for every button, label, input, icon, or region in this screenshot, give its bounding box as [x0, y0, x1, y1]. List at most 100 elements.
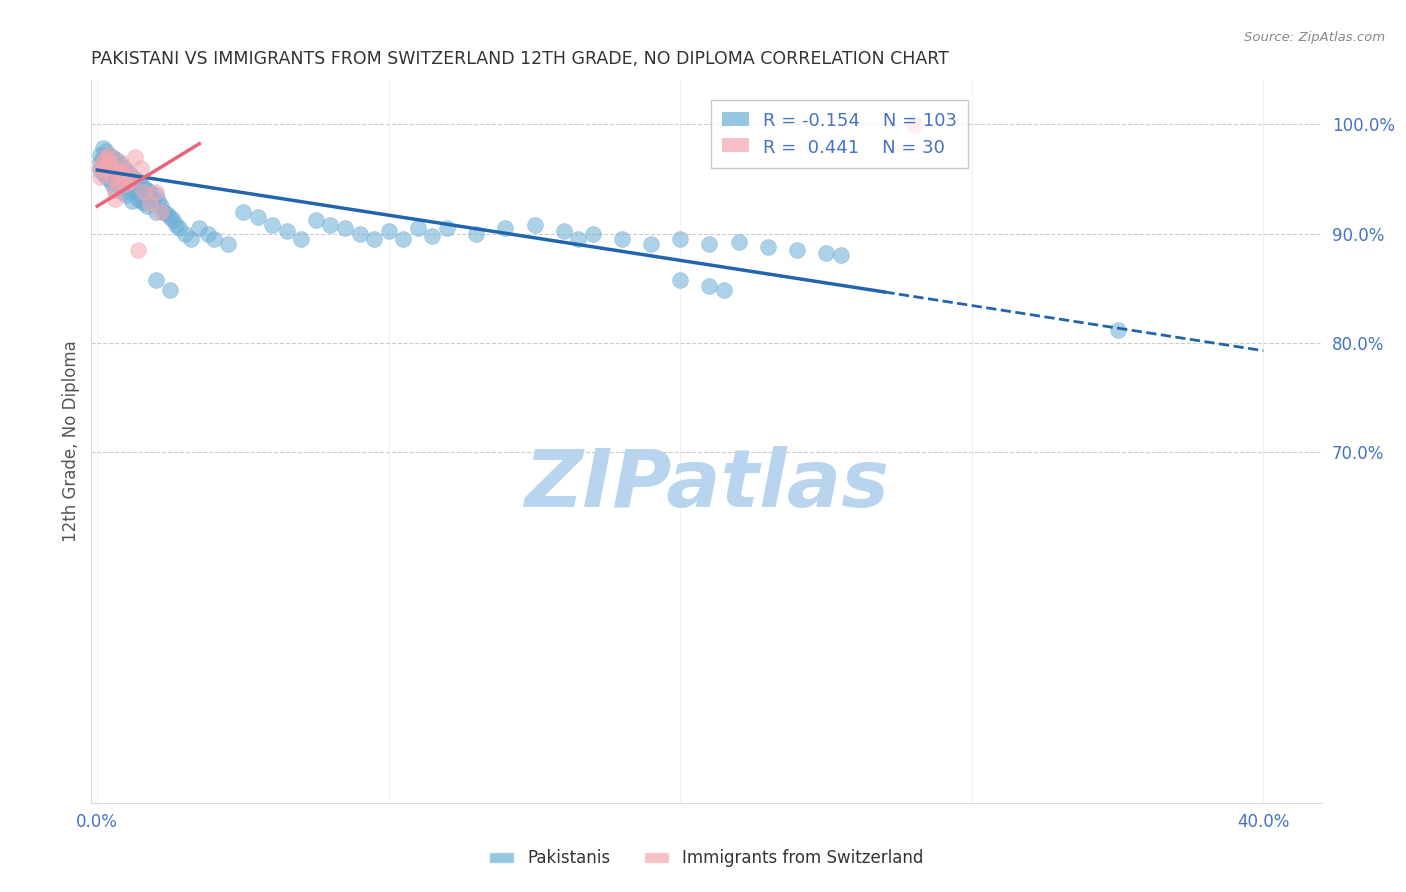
Point	[232, 204, 254, 219]
Point	[815, 246, 838, 260]
Point	[156, 207, 179, 221]
Point	[94, 161, 117, 175]
Point	[121, 169, 143, 184]
Point	[1107, 323, 1129, 337]
Point	[129, 161, 152, 175]
Point	[145, 185, 167, 199]
Point	[89, 169, 111, 184]
Text: ZIPatlas: ZIPatlas	[524, 446, 889, 524]
Point	[567, 232, 589, 246]
Point	[197, 227, 219, 241]
Point	[124, 171, 146, 186]
Point	[91, 155, 114, 169]
Point	[246, 210, 269, 224]
Point	[669, 232, 692, 246]
Point	[135, 199, 157, 213]
Point	[640, 237, 662, 252]
Point	[101, 158, 124, 172]
Point	[132, 185, 155, 199]
Point	[727, 235, 749, 250]
Point	[392, 232, 415, 246]
Point	[159, 284, 181, 298]
Point	[112, 161, 135, 175]
Point	[582, 227, 605, 241]
Point	[167, 221, 190, 235]
Point	[127, 192, 149, 206]
Point	[262, 218, 284, 232]
Point	[162, 213, 184, 227]
Point	[101, 150, 124, 164]
Point	[217, 237, 239, 252]
Point	[333, 221, 356, 235]
Point	[138, 195, 160, 210]
Point	[135, 183, 157, 197]
Y-axis label: 12th Grade, No Diploma: 12th Grade, No Diploma	[62, 341, 80, 542]
Point	[94, 169, 117, 184]
Point	[159, 210, 181, 224]
Point	[107, 166, 129, 180]
Point	[699, 279, 721, 293]
Point	[112, 169, 135, 184]
Point	[89, 161, 111, 175]
Point	[94, 159, 117, 173]
Point	[124, 150, 146, 164]
Point	[115, 178, 138, 192]
Point	[124, 185, 146, 199]
Point	[94, 145, 117, 159]
Point	[104, 161, 127, 175]
Point	[150, 199, 173, 213]
Point	[97, 155, 120, 169]
Point	[127, 174, 149, 188]
Point	[786, 243, 808, 257]
Point	[107, 178, 129, 192]
Point	[173, 227, 195, 241]
Point	[756, 240, 779, 254]
Point	[112, 185, 135, 199]
Point	[465, 227, 488, 241]
Point	[153, 204, 176, 219]
Point	[101, 161, 124, 175]
Point	[118, 166, 141, 180]
Point	[110, 155, 132, 169]
Point	[179, 232, 201, 246]
Point	[121, 174, 143, 188]
Point	[669, 272, 692, 286]
Point	[830, 248, 852, 262]
Point	[903, 117, 925, 131]
Point	[118, 169, 141, 184]
Point	[104, 183, 127, 197]
Point	[142, 192, 165, 206]
Point	[713, 284, 735, 298]
Point	[97, 155, 120, 169]
Point	[91, 163, 114, 178]
Point	[104, 152, 127, 166]
Point	[132, 180, 155, 194]
Point	[132, 195, 155, 210]
Point	[89, 163, 111, 178]
Point	[110, 180, 132, 194]
Point	[91, 166, 114, 180]
Point	[115, 163, 138, 178]
Point	[553, 224, 575, 238]
Point	[104, 169, 127, 184]
Text: Source: ZipAtlas.com: Source: ZipAtlas.com	[1244, 31, 1385, 45]
Point	[97, 163, 120, 178]
Point	[129, 194, 152, 208]
Point	[97, 171, 120, 186]
Point	[101, 164, 124, 178]
Point	[115, 188, 138, 202]
Point	[110, 166, 132, 180]
Point	[107, 163, 129, 178]
Point	[138, 185, 160, 199]
Text: PAKISTANI VS IMMIGRANTS FROM SWITZERLAND 12TH GRADE, NO DIPLOMA CORRELATION CHAR: PAKISTANI VS IMMIGRANTS FROM SWITZERLAND…	[91, 50, 949, 68]
Point	[305, 213, 328, 227]
Point	[129, 178, 152, 192]
Point	[903, 120, 925, 134]
Point	[349, 227, 371, 241]
Point	[104, 192, 127, 206]
Point	[290, 232, 312, 246]
Point	[319, 218, 342, 232]
Point	[121, 194, 143, 208]
Legend: Pakistanis, Immigrants from Switzerland: Pakistanis, Immigrants from Switzerland	[482, 843, 931, 874]
Point	[89, 155, 111, 169]
